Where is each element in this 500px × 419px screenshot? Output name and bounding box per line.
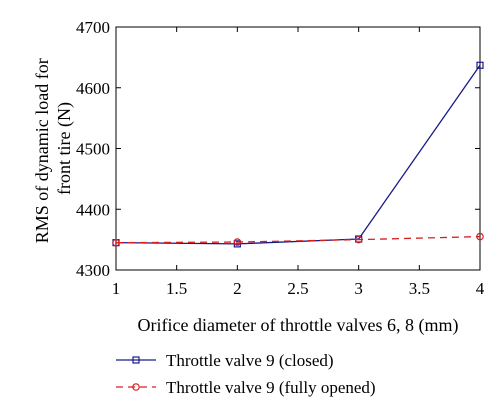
x-tick-label: 1 [112,279,121,298]
y-axis-label-line-2: front tire (N) [54,102,75,195]
plot-area [115,26,481,271]
y-tick-label: 4400 [76,200,110,219]
data-point [112,238,120,247]
x-tick-label: 4 [476,279,485,298]
series-group [112,61,484,248]
x-tick-label: 2.5 [287,279,308,298]
x-tick-label: 1.5 [166,279,187,298]
series-2 [112,232,484,247]
legend-label: Throttle valve 9 (closed) [166,351,334,370]
legend-marker [132,383,140,391]
legend-entry: Throttle valve 9 (fully opened) [116,378,376,397]
y-tick-label: 4500 [76,140,110,159]
data-point [476,232,484,241]
axis-ticks: 1 1.5 2 2.5 3 3.5 4 4300 4400 4500 4600 4700 [76,18,485,298]
x-tick-label: 3.5 [409,279,430,298]
legend-marker [132,356,140,364]
legend-label: Throttle valve 9 (fully opened) [166,378,376,397]
legend-entry: Throttle valve 9 (closed) [116,351,334,370]
series-line [115,235,481,244]
data-point [476,61,484,69]
y-axis-label: RMS of dynamic load for front tire (N) [32,54,75,243]
y-tick-label: 4600 [76,79,110,98]
series-line [115,64,481,245]
x-axis-label: Orifice diameter of throttle valves 6, 8… [138,315,459,336]
legend: Throttle valve 9 (closed) Throttle valve … [116,351,376,397]
x-tick-label: 2 [233,279,242,298]
y-tick-label: 4700 [76,18,110,37]
series-1 [112,61,484,248]
x-tick-label: 3 [354,279,363,298]
data-point [233,238,242,246]
plot-frame [115,26,481,271]
data-point [354,235,363,244]
y-axis-label-line-1: RMS of dynamic load for [32,58,52,243]
y-tick-label: 4300 [76,261,110,280]
